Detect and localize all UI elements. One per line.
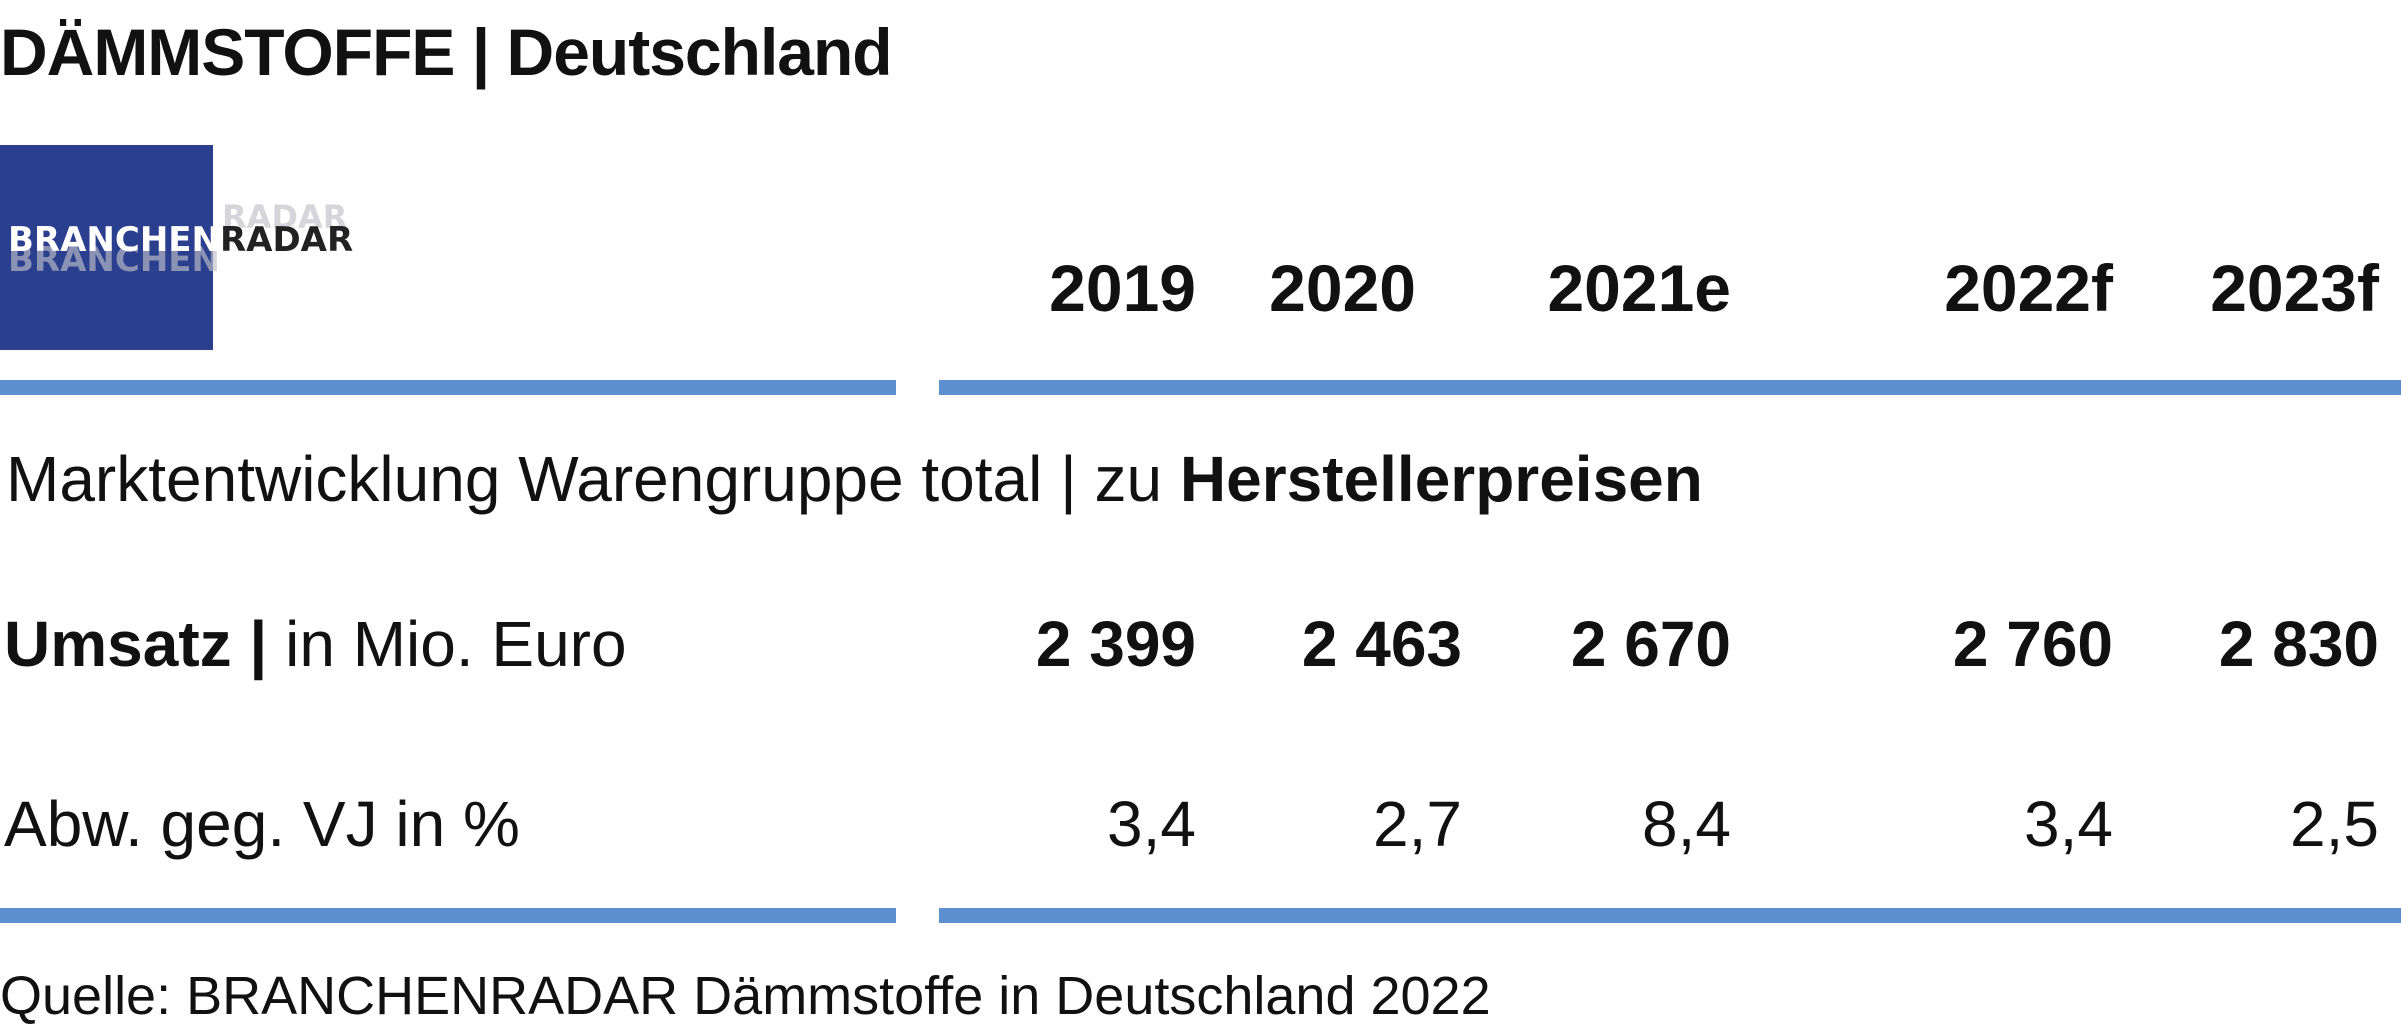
table-cell: 8,4 bbox=[1642, 788, 1731, 860]
table-cell: 2 463 bbox=[1301, 608, 1462, 680]
subtitle-bold: Herstellerpreisen bbox=[1179, 443, 1703, 515]
table-cell: 2 830 bbox=[2218, 608, 2379, 680]
logo-text-part2: RADAR bbox=[219, 220, 354, 260]
page-title: DÄMMSTOFFE | Deutschland bbox=[0, 15, 893, 89]
header-rule-left bbox=[0, 380, 896, 395]
table-cell: 2,5 bbox=[2290, 788, 2379, 860]
table-cell: 2 399 bbox=[1035, 608, 1196, 680]
year-header-2022f: 2022f bbox=[1944, 251, 2113, 325]
row-label-abweichung: Abw. geg. VJ in % bbox=[4, 787, 520, 861]
table-cell: 2 670 bbox=[1570, 608, 1731, 680]
table-cell: 2 760 bbox=[1952, 608, 2113, 680]
header-rule-right bbox=[939, 380, 2401, 395]
year-header-2023f: 2023f bbox=[2210, 251, 2379, 325]
table-cell: 3,4 bbox=[2024, 788, 2113, 860]
row-label-rest: in Mio. Euro bbox=[267, 608, 627, 680]
logo-shadow-text-2: RADAR bbox=[222, 198, 348, 236]
year-header-2019: 2019 bbox=[1049, 251, 1196, 325]
subtitle-prefix: Marktentwicklung Warengruppe total | zu bbox=[6, 443, 1180, 515]
table-cell: 2,7 bbox=[1373, 788, 1462, 860]
row-label-umsatz: Umsatz | in Mio. Euro bbox=[4, 607, 627, 681]
row-label-bold: Umsatz | bbox=[4, 608, 268, 680]
table-subtitle: Marktentwicklung Warengruppe total | zu … bbox=[6, 442, 1703, 516]
logo-shadow-text: BRANCHEN bbox=[8, 240, 220, 280]
footer-rule-left bbox=[0, 908, 896, 923]
year-header-2021e: 2021e bbox=[1547, 251, 1731, 325]
row-label-rest: Abw. geg. VJ in % bbox=[4, 788, 520, 860]
source-note: Quelle: BRANCHENRADAR Dämmstoffe in Deut… bbox=[0, 966, 1491, 1026]
logo-text-part1: BRANCHEN bbox=[8, 220, 220, 260]
table-cell: 3,4 bbox=[1107, 788, 1196, 860]
logo-text: BRANCHENRADAR bbox=[8, 220, 353, 260]
branchenradar-logo bbox=[0, 145, 213, 350]
year-header-2020: 2020 bbox=[1269, 251, 1416, 325]
footer-rule-right bbox=[939, 908, 2401, 923]
